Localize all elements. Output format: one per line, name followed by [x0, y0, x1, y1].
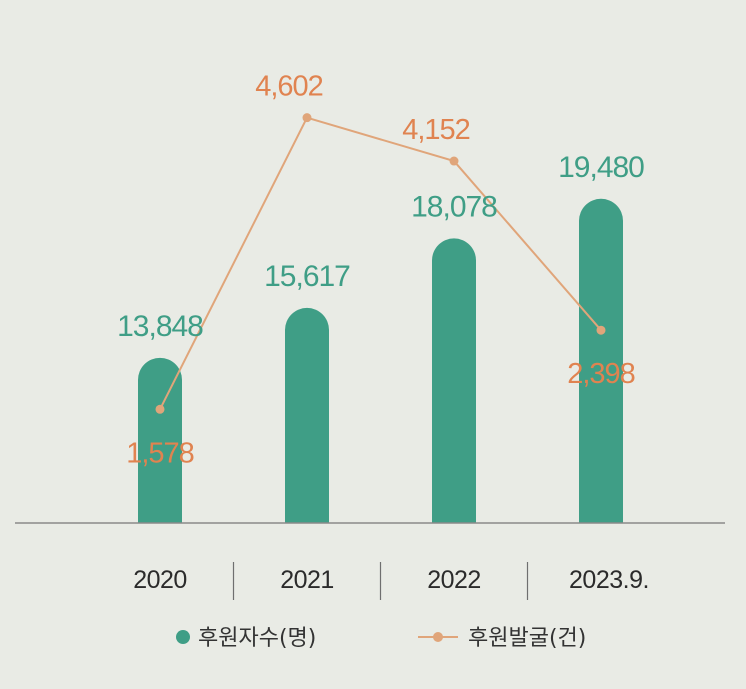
- category-label: 2022: [427, 566, 481, 594]
- line-series-path: [159, 116, 602, 410]
- bar-2020: [138, 357, 183, 523]
- line-point-2022: [449, 156, 459, 166]
- legend-line-label: 후원발굴(건): [468, 626, 586, 651]
- bars-layer: [138, 198, 623, 523]
- category-label: 2021: [280, 566, 334, 594]
- legend-line-marker-dot: [433, 632, 443, 642]
- category-labels: 2020 2021 2022 2023.9.: [133, 566, 649, 594]
- category-separators: [232, 562, 529, 600]
- labels-layer: 13,848 15,617 18,078 19,480 1,578 4,602 4,152 2…: [117, 71, 645, 470]
- legend: 후원자수(명) 후원발굴(건): [176, 626, 586, 651]
- bar-2023.9.: [579, 198, 623, 523]
- bar-value-label: 18,078: [411, 190, 497, 223]
- line-point-2021: [302, 113, 312, 123]
- legend-bar-label: 후원자수(명): [198, 626, 316, 651]
- line-point-2023.9.: [596, 325, 606, 335]
- bar-value-label: 19,480: [558, 151, 644, 184]
- line-value-label: 4,152: [402, 114, 470, 146]
- line-value-label: 2,398: [567, 358, 635, 390]
- category-label: 2023.9.: [569, 566, 649, 594]
- bar-value-label: 13,848: [117, 310, 203, 343]
- category-label: 2020: [133, 566, 187, 594]
- line-value-label: 4,602: [255, 71, 323, 103]
- line-layer: [155, 113, 606, 414]
- line-point-2020: [155, 404, 165, 414]
- line-value-label: 1,578: [126, 437, 194, 469]
- bar-2022: [432, 238, 476, 523]
- bar-2021: [285, 307, 329, 523]
- bar-value-label: 15,617: [264, 260, 350, 293]
- legend-bar-marker: [176, 630, 190, 644]
